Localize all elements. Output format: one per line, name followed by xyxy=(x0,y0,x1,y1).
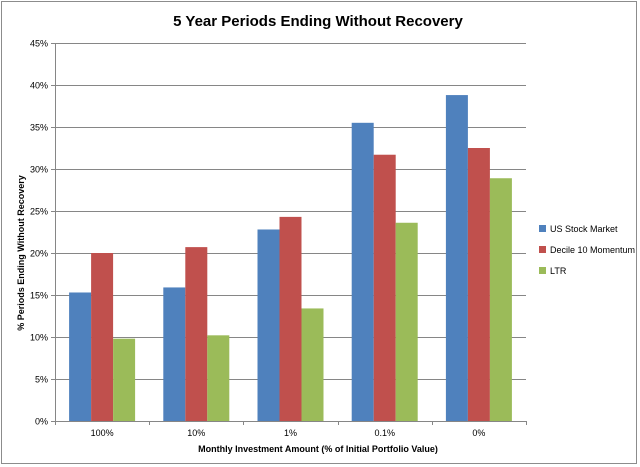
x-tick-label: 1% xyxy=(284,428,297,438)
bar xyxy=(207,335,230,421)
y-tick-label: 5% xyxy=(35,375,48,385)
legend-swatch xyxy=(539,246,546,253)
bar xyxy=(279,216,302,421)
legend-entry: US Stock Market xyxy=(550,224,618,234)
y-tick-label: 40% xyxy=(30,81,48,91)
bar xyxy=(373,154,396,421)
x-tick-label: 0% xyxy=(472,428,485,438)
x-tick-label: 10% xyxy=(187,428,205,438)
bar xyxy=(445,95,468,421)
chart-title: 5 Year Periods Ending Without Recovery xyxy=(173,13,463,30)
y-tick-label: 15% xyxy=(30,291,48,301)
y-axis-title: % Periods Ending Without Recovery xyxy=(16,175,26,330)
bar xyxy=(91,253,114,421)
legend-entry: Decile 10 Momentum xyxy=(550,245,635,255)
y-tick-label: 0% xyxy=(35,417,48,427)
x-axis-title: Monthly Investment Amount (% of Initial … xyxy=(198,444,438,454)
legend: US Stock Market Decile 10 Momentum LTR xyxy=(539,224,635,276)
x-axis-ticks: 100% 10% 1% 0.1% 0% xyxy=(55,421,527,438)
y-tick-label: 10% xyxy=(30,333,48,343)
legend-swatch xyxy=(539,225,546,232)
bar xyxy=(163,287,186,421)
legend-entry: LTR xyxy=(550,266,567,276)
bar xyxy=(257,229,280,421)
y-tick-label: 35% xyxy=(30,123,48,133)
bar xyxy=(69,292,92,421)
bar xyxy=(113,338,136,421)
y-tick-label: 30% xyxy=(30,165,48,175)
bar xyxy=(301,308,324,421)
bar xyxy=(395,222,418,421)
bar xyxy=(351,122,374,422)
y-tick-label: 45% xyxy=(30,39,48,49)
x-tick-label: 0.1% xyxy=(374,428,395,438)
bar xyxy=(489,178,512,421)
y-tick-label: 25% xyxy=(30,207,48,217)
bar xyxy=(467,148,490,421)
legend-swatch xyxy=(539,267,546,274)
bars xyxy=(69,95,512,422)
y-tick-label: 20% xyxy=(30,249,48,259)
bar xyxy=(185,247,208,421)
y-axis-ticks: 0% 5% 10% 15% 20% 25% 30% 35% 40% 45% xyxy=(30,39,55,427)
x-tick-label: 100% xyxy=(91,428,114,438)
